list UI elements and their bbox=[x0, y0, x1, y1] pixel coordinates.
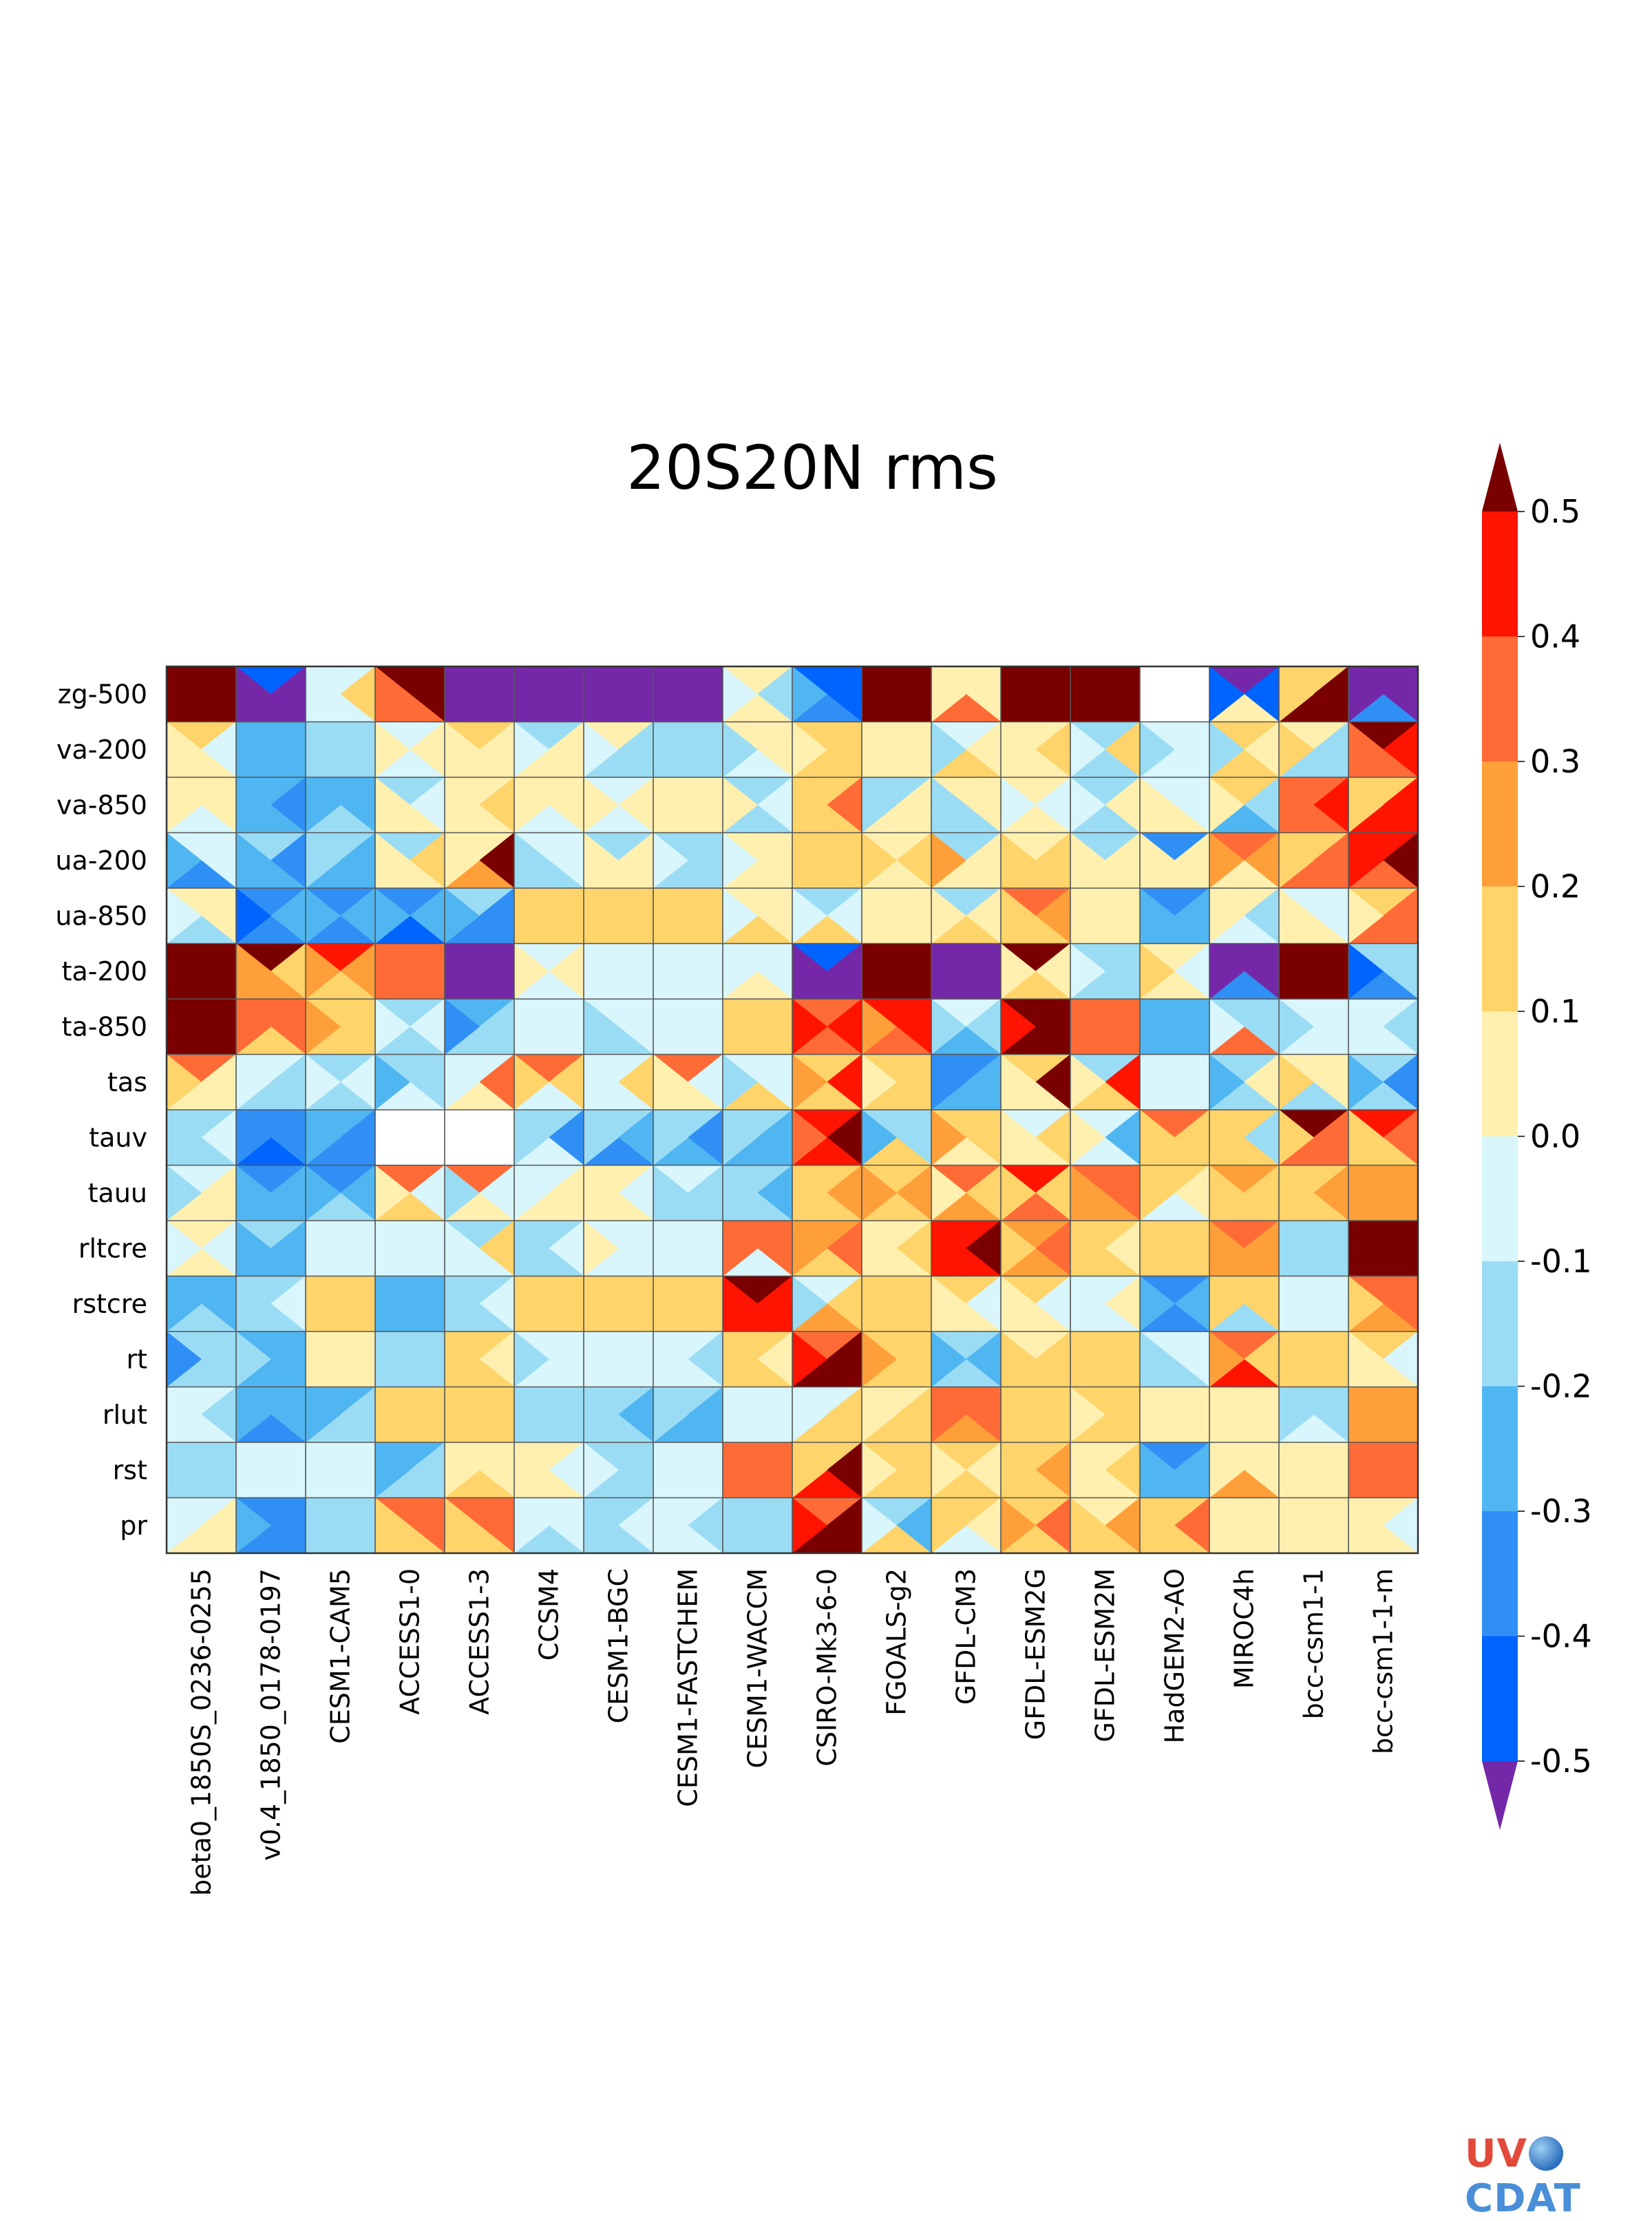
column-label-beta0_1850S_0236-0255: beta0_1850S_0236-0255 bbox=[187, 1568, 217, 1896]
column-label-CESM1-BGC: CESM1-BGC bbox=[604, 1568, 634, 1723]
row-label-rst: rst bbox=[113, 1455, 147, 1485]
colorbar: 0.5 0.4 0.3 0.2 0.1 0.0 -0.1 -0.2 -0.3 -0.4 -0.5 bbox=[1482, 443, 1592, 1830]
row-label-ua-200: ua-200 bbox=[55, 845, 147, 876]
uvcdat-logo: UVCDAT bbox=[1465, 2131, 1637, 2221]
row-label-tauu: tauu bbox=[88, 1178, 147, 1208]
colorbar-segment bbox=[1482, 1011, 1518, 1137]
colorbar-over-triangle bbox=[1482, 443, 1518, 512]
row-label-rstcre: rstcre bbox=[72, 1289, 147, 1319]
grid-lines bbox=[165, 665, 1419, 1555]
column-label-CESM1-WACCM: CESM1-WACCM bbox=[743, 1568, 773, 1768]
colorbar-tick-label: 0.2 bbox=[1530, 868, 1580, 905]
column-label-ACCESS1-3: ACCESS1-3 bbox=[465, 1568, 495, 1715]
colorbar-tick-label: 0.1 bbox=[1530, 993, 1580, 1030]
column-label-GFDL-ESM2M: GFDL-ESM2M bbox=[1090, 1568, 1121, 1743]
colorbar-segment bbox=[1482, 1511, 1518, 1636]
column-label-FGOALS-g2: FGOALS-g2 bbox=[882, 1568, 912, 1716]
row-label-rt: rt bbox=[126, 1344, 147, 1374]
colorbar-tick-label: -0.5 bbox=[1530, 1743, 1592, 1780]
colorbar-tick-label: 0.3 bbox=[1530, 743, 1580, 780]
row-label-ua-850: ua-850 bbox=[55, 901, 147, 931]
row-label-tas: tas bbox=[107, 1067, 147, 1097]
colorbar-tick-label: 0.0 bbox=[1530, 1118, 1580, 1155]
colorbar-tick-label: 0.4 bbox=[1530, 618, 1580, 655]
row-label-tauv: tauv bbox=[89, 1122, 147, 1152]
colorbar-segment bbox=[1482, 512, 1518, 637]
column-label-CESM1-CAM5: CESM1-CAM5 bbox=[326, 1568, 356, 1744]
colorbar-tick-label: -0.3 bbox=[1530, 1493, 1592, 1530]
colorbar-segment bbox=[1482, 1636, 1518, 1762]
heatmap-cells bbox=[166, 666, 1419, 1554]
chart-title: 20S20N rms bbox=[626, 432, 998, 503]
row-label-rlut: rlut bbox=[103, 1400, 147, 1430]
colorbar-tick-label: 0.5 bbox=[1530, 493, 1580, 530]
column-labels: beta0_1850S_0236-0255 v0.4_1850_0178-0197… bbox=[187, 1568, 1399, 1896]
column-label-CSIRO-Mk3-6-0: CSIRO-Mk3-6-0 bbox=[812, 1568, 843, 1767]
column-label-GFDL-ESM2G: GFDL-ESM2G bbox=[1021, 1568, 1051, 1740]
row-label-pr: pr bbox=[120, 1511, 147, 1541]
colorbar-tick-label: -0.4 bbox=[1530, 1618, 1592, 1655]
colorbar-segment bbox=[1482, 1136, 1518, 1262]
column-label-MIROC4h: MIROC4h bbox=[1229, 1568, 1260, 1689]
globe-icon bbox=[1528, 2136, 1563, 2171]
colorbar-under-triangle bbox=[1482, 1761, 1518, 1830]
column-label-bcc-csm1-1: bcc-csm1-1 bbox=[1299, 1568, 1329, 1719]
colorbar-segment bbox=[1482, 886, 1518, 1012]
column-label-CCSM4: CCSM4 bbox=[534, 1568, 564, 1661]
colorbar-segment bbox=[1482, 761, 1518, 887]
column-label-GFDL-CM3: GFDL-CM3 bbox=[951, 1568, 982, 1705]
logo-text-cdat: CDAT bbox=[1465, 2176, 1581, 2221]
colorbar-segment bbox=[1482, 636, 1518, 762]
row-label-zg-500: zg-500 bbox=[58, 679, 147, 709]
row-label-ta-200: ta-200 bbox=[62, 956, 147, 987]
row-label-va-200: va-200 bbox=[56, 735, 147, 765]
column-label-v0.4_1850_0178-0197: v0.4_1850_0178-0197 bbox=[256, 1568, 286, 1861]
colorbar-tick-label: -0.2 bbox=[1530, 1368, 1592, 1405]
row-label-rltcre: rltcre bbox=[78, 1233, 147, 1263]
column-label-CESM1-FASTCHEM: CESM1-FASTCHEM bbox=[673, 1568, 703, 1807]
row-label-va-850: va-850 bbox=[56, 790, 147, 820]
colorbar-segment bbox=[1482, 1261, 1518, 1387]
colorbar-segment bbox=[1482, 1386, 1518, 1512]
row-label-ta-850: ta-850 bbox=[62, 1011, 147, 1042]
column-label-ACCESS1-0: ACCESS1-0 bbox=[395, 1568, 425, 1715]
column-label-HadGEM2-AO: HadGEM2-AO bbox=[1160, 1568, 1190, 1744]
colorbar-tick-label: -0.1 bbox=[1530, 1243, 1592, 1280]
column-label-bcc-csm1-1-m: bcc-csm1-1-m bbox=[1368, 1568, 1399, 1754]
logo-text-uv: UV bbox=[1465, 2131, 1527, 2176]
plot-frame bbox=[165, 665, 1419, 1555]
row-labels: zg-500 va-200 va-850 ua-200 ua-850 ta-200 ta-8… bbox=[55, 679, 147, 1541]
